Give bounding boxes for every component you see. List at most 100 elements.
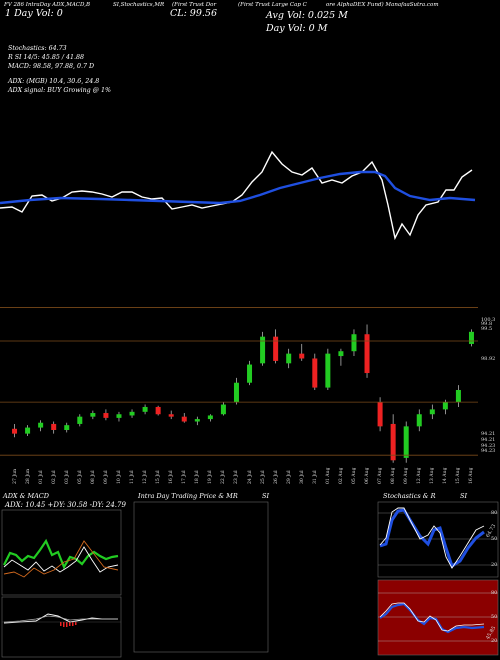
adx-panel-box (1, 509, 122, 596)
date-label: 30 Jul (299, 470, 305, 484)
date-label: 12 Jul (143, 470, 149, 484)
candle-body (286, 353, 292, 364)
candle-body (220, 404, 226, 415)
price-gridlines (0, 307, 478, 456)
date-label: 31 Jul (312, 470, 318, 484)
macd-line (0, 150, 473, 241)
candle-body (25, 427, 31, 434)
price-label-7: 94.23 (481, 443, 496, 449)
stoch-tick-80: 80 (491, 510, 498, 516)
rsi-tick-20: 20 (491, 638, 498, 644)
adx-signal: ADX signal: BUY Growing @ 1% (8, 87, 112, 94)
candle-body (168, 414, 174, 417)
si-title-2: SI (460, 492, 468, 500)
macd-panel-box (1, 596, 122, 658)
candle-body (455, 390, 461, 403)
close-label: CL: 99.56 (170, 8, 217, 19)
date-label: 16 Aug (469, 467, 475, 484)
price-label-4: 98.92 (481, 356, 496, 362)
day-vol-label: 1 Day Vol: 0 (5, 8, 63, 19)
candle-body (390, 423, 396, 461)
date-label: 09 Jul (103, 470, 109, 484)
date-label: 09 Aug (404, 467, 410, 484)
candle-body (129, 411, 135, 416)
candle-body (12, 428, 18, 434)
candle-body (142, 406, 148, 412)
date-label: 13 Aug (430, 467, 436, 484)
date-label: 06 Aug (365, 467, 371, 484)
candle-body (403, 426, 409, 458)
candle-body (338, 351, 344, 357)
day-volume: Day Vol: 0 M (266, 23, 328, 34)
date-label: 23 Jul (234, 470, 240, 484)
date-label: 08 Aug (391, 467, 397, 484)
candle-body (364, 334, 370, 374)
rsi-value: R SI 14/5: 45.85 / 41.88 (8, 54, 84, 61)
date-label: 02 Aug (338, 467, 344, 484)
candles-group (12, 324, 474, 463)
candle-body (155, 406, 161, 415)
candle-body (377, 402, 383, 427)
candle-body (233, 382, 239, 403)
stoch-tick-20: 20 (491, 562, 498, 568)
info-mid1: SI,Stochastics,MR (113, 2, 165, 8)
price-label-3: 99.5 (481, 326, 493, 332)
candle-body (468, 331, 474, 344)
date-label: 18 Jul (195, 470, 201, 484)
candle-body (207, 415, 213, 420)
rsi-panel-box (377, 579, 499, 656)
candle-body (273, 336, 279, 361)
price-label-5: 94.21 (481, 431, 496, 437)
adx-values: ADX: 10.45 +DY: 30.58 -DY: 24.79 (5, 501, 126, 509)
date-label: 11 Jul (130, 470, 136, 484)
date-label: 01 Jul (38, 470, 44, 484)
date-label: 10 Jul (116, 470, 122, 484)
candle-body (90, 413, 96, 417)
stoch-tick-50: 50 (491, 536, 498, 542)
date-label: 17 Jul (182, 470, 188, 484)
date-label: 28 Jun (25, 468, 31, 484)
date-label: 24 Jul (247, 470, 253, 484)
candle-body (351, 334, 357, 352)
date-label: 05 Aug (351, 467, 357, 484)
price-label-8: 94.23 (481, 448, 496, 454)
date-label: 25 Jul (260, 470, 266, 484)
date-label: 12 Aug (417, 467, 423, 484)
intraday-title: Intra Day Trading Price & MR (138, 492, 238, 500)
date-label: 14 Aug (443, 467, 449, 484)
date-label: 15 Jul (156, 470, 162, 484)
adx-macd-title: ADX & MACD (3, 492, 49, 500)
candle-body (38, 422, 44, 428)
rsi-tick-80: 80 (491, 590, 498, 596)
candle-body (194, 419, 200, 422)
avg-volume: Avg Vol: 0.025 M (266, 10, 348, 21)
candle-body (416, 414, 422, 427)
candle-body (181, 416, 187, 422)
date-label: 02 Jul (51, 470, 57, 484)
price-label-2: 99.8 (481, 321, 493, 327)
info-mid2: (First Trust Dor (172, 2, 217, 8)
date-label: 19 Jul (208, 470, 214, 484)
candle-body (51, 423, 57, 430)
rsi-tick-50: 50 (491, 614, 498, 620)
date-label: 16 Jul (169, 470, 175, 484)
date-label: 26 Jul (273, 470, 279, 484)
stoch-value: Stochastics: 64.73 (8, 45, 67, 52)
price-label-1: 100.3 (481, 317, 496, 323)
date-label: 07 Aug (378, 467, 384, 484)
candle-body (260, 336, 266, 364)
candle-body (64, 425, 70, 430)
candle-body (325, 353, 331, 388)
candle-body (429, 409, 435, 415)
candle-body (299, 353, 305, 359)
date-label: 08 Jul (90, 470, 96, 484)
intraday-panel-box (133, 501, 269, 653)
stoch-panel-box (377, 501, 499, 578)
candle-body (247, 364, 253, 383)
signal-line (0, 170, 476, 205)
adx-value: ADX: (MGB) 10.4, 30.6, 24.8 (8, 78, 100, 85)
info-title: (First Trust Large Cap C (238, 2, 307, 8)
candle-body (312, 358, 318, 388)
candle-body (442, 402, 448, 410)
